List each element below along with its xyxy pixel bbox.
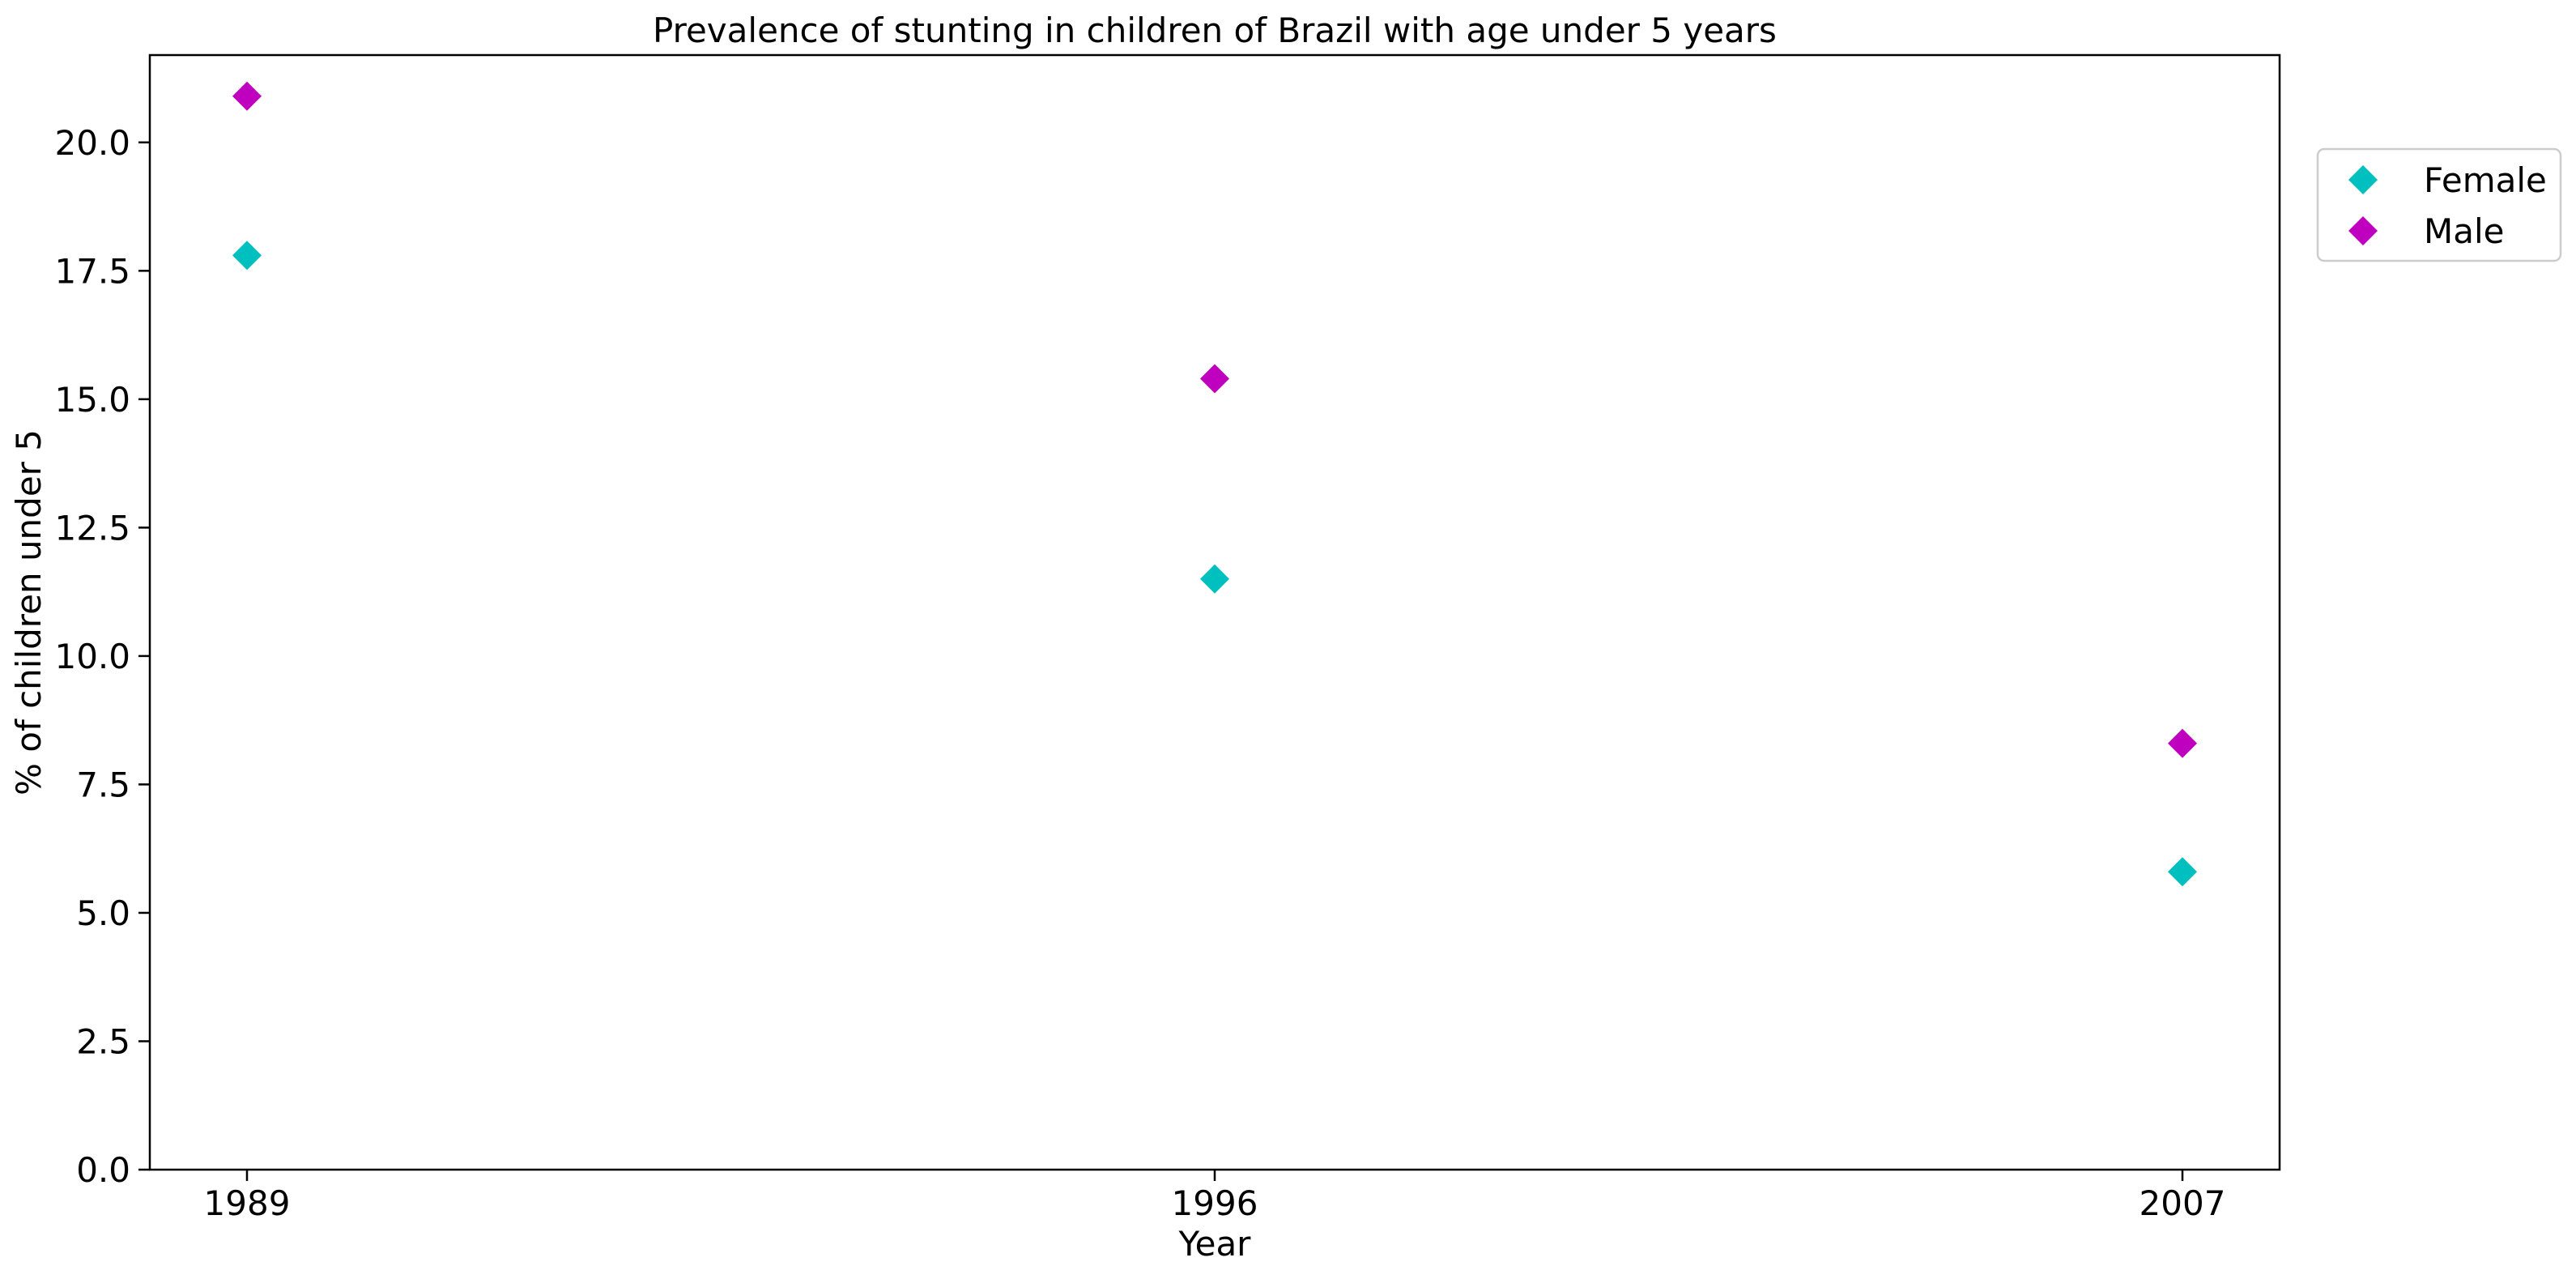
- y-tick-label: 17.5: [54, 251, 130, 291]
- legend: Female Male: [2316, 147, 2562, 262]
- data-markers: [232, 81, 2197, 887]
- y-tick-label: 10.0: [54, 637, 130, 676]
- legend-marker-male: [2348, 216, 2378, 245]
- data-point-female-1996: [1200, 564, 1229, 594]
- x-tick-label: 1996: [1172, 1183, 1258, 1223]
- legend-marker-female: [2348, 165, 2378, 194]
- y-tick-label: 5.0: [76, 893, 130, 933]
- x-tick-label: 1989: [204, 1183, 291, 1223]
- chart-title: Prevalence of stunting in children of Br…: [653, 11, 1777, 50]
- y-axis: 0.0 2.5 5.0 7.5 10.0 12.5 15.0 17.5 20.0: [54, 123, 150, 1190]
- data-point-male-1996: [1200, 364, 1229, 394]
- y-tick-label: 20.0: [54, 123, 130, 163]
- data-point-female-2007: [2168, 857, 2197, 887]
- x-axis: 1989 1996 2007: [204, 1170, 2226, 1223]
- x-tick-label: 2007: [2140, 1183, 2226, 1223]
- y-tick-label: 12.5: [54, 508, 130, 548]
- legend-label-male: Male: [2424, 211, 2504, 251]
- data-point-male-2007: [2168, 728, 2197, 758]
- legend-label-female: Female: [2424, 160, 2547, 200]
- plot-area-frame: [148, 53, 2281, 1171]
- y-axis-label: % of children under 5: [9, 429, 49, 795]
- y-tick-label: 2.5: [76, 1021, 130, 1061]
- x-axis-label: Year: [1178, 1224, 1252, 1264]
- data-point-male-1989: [232, 81, 262, 111]
- y-tick-label: 7.5: [76, 765, 130, 804]
- y-tick-label: 0.0: [76, 1150, 130, 1190]
- data-point-female-1989: [232, 241, 262, 271]
- legend-frame: [2316, 147, 2562, 262]
- y-tick-label: 15.0: [54, 380, 130, 420]
